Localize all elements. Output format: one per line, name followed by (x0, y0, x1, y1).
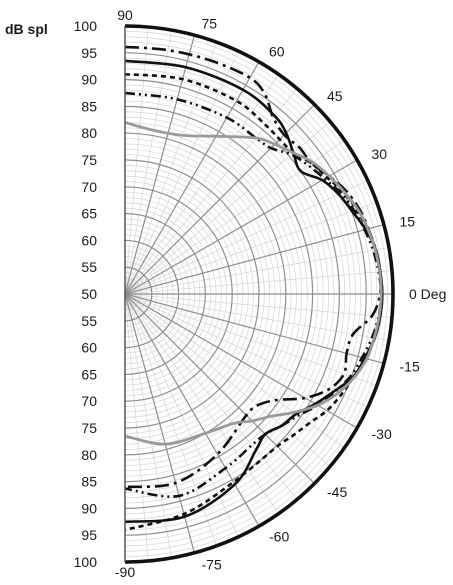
db-tick-label: 75 (81, 152, 97, 168)
db-tick-label: 60 (81, 232, 97, 248)
series-line-5 (124, 121, 383, 446)
angle-tick-label: 15 (400, 214, 416, 230)
angle-tick-label: 0 Deg (409, 286, 446, 302)
db-tick-label: 90 (81, 72, 97, 88)
db-tick-label: 80 (81, 125, 97, 141)
chart-frame (124, 24, 395, 564)
angle-tick-label: -75 (202, 557, 222, 573)
db-tick-label: 100 (74, 554, 98, 570)
angle-tick-label: -45 (327, 484, 347, 500)
angle-tick-label: -90 (115, 564, 135, 580)
db-tick-label: 50 (81, 286, 97, 302)
db-tick-label: 100 (74, 18, 98, 34)
outer-boundary (124, 24, 395, 564)
polar-grid (124, 26, 393, 562)
angle-tick-label: -15 (400, 359, 420, 375)
series-group (124, 45, 384, 532)
angle-tick-label: 45 (327, 88, 343, 104)
series-line-4 (124, 91, 383, 498)
angle-tick-label: 30 (372, 146, 388, 162)
db-tick-label: 85 (81, 474, 97, 490)
db-tick-label: 65 (81, 366, 97, 382)
angle-tick-label: -60 (269, 529, 289, 545)
db-tick-label: 60 (81, 340, 97, 356)
major-spoke (124, 159, 358, 295)
major-spoke (124, 61, 260, 295)
db-tick-label: 70 (81, 179, 97, 195)
series-line-3 (124, 72, 384, 532)
db-tick-label: 65 (81, 206, 97, 222)
angle-tick-label: 90 (117, 7, 133, 23)
unit-label: dB spl (5, 21, 48, 37)
major-spoke (124, 293, 260, 527)
db-tick-label: 55 (81, 259, 97, 275)
db-tick-label: 75 (81, 420, 97, 436)
major-spoke (124, 293, 385, 364)
db-tick-label: 90 (81, 500, 97, 516)
tick-labels: 100 95 90 85 80 75 70 65 60 55 50 55 60 65 70 75 80 85 90 9… (74, 7, 447, 580)
db-tick-label: 70 (81, 393, 97, 409)
db-tick-label: 55 (81, 313, 97, 329)
db-tick-label: 80 (81, 447, 97, 463)
major-spoke (124, 293, 195, 554)
angle-tick-label: 60 (269, 44, 285, 60)
major-spoke (124, 224, 385, 295)
major-spoke (124, 293, 315, 484)
db-tick-label: 95 (81, 45, 97, 61)
major-spoke (124, 104, 315, 295)
angle-tick-label: -30 (372, 426, 392, 442)
db-tick-label: 85 (81, 98, 97, 114)
angle-tick-label: 75 (202, 16, 218, 32)
db-tick-label: 95 (81, 527, 97, 543)
